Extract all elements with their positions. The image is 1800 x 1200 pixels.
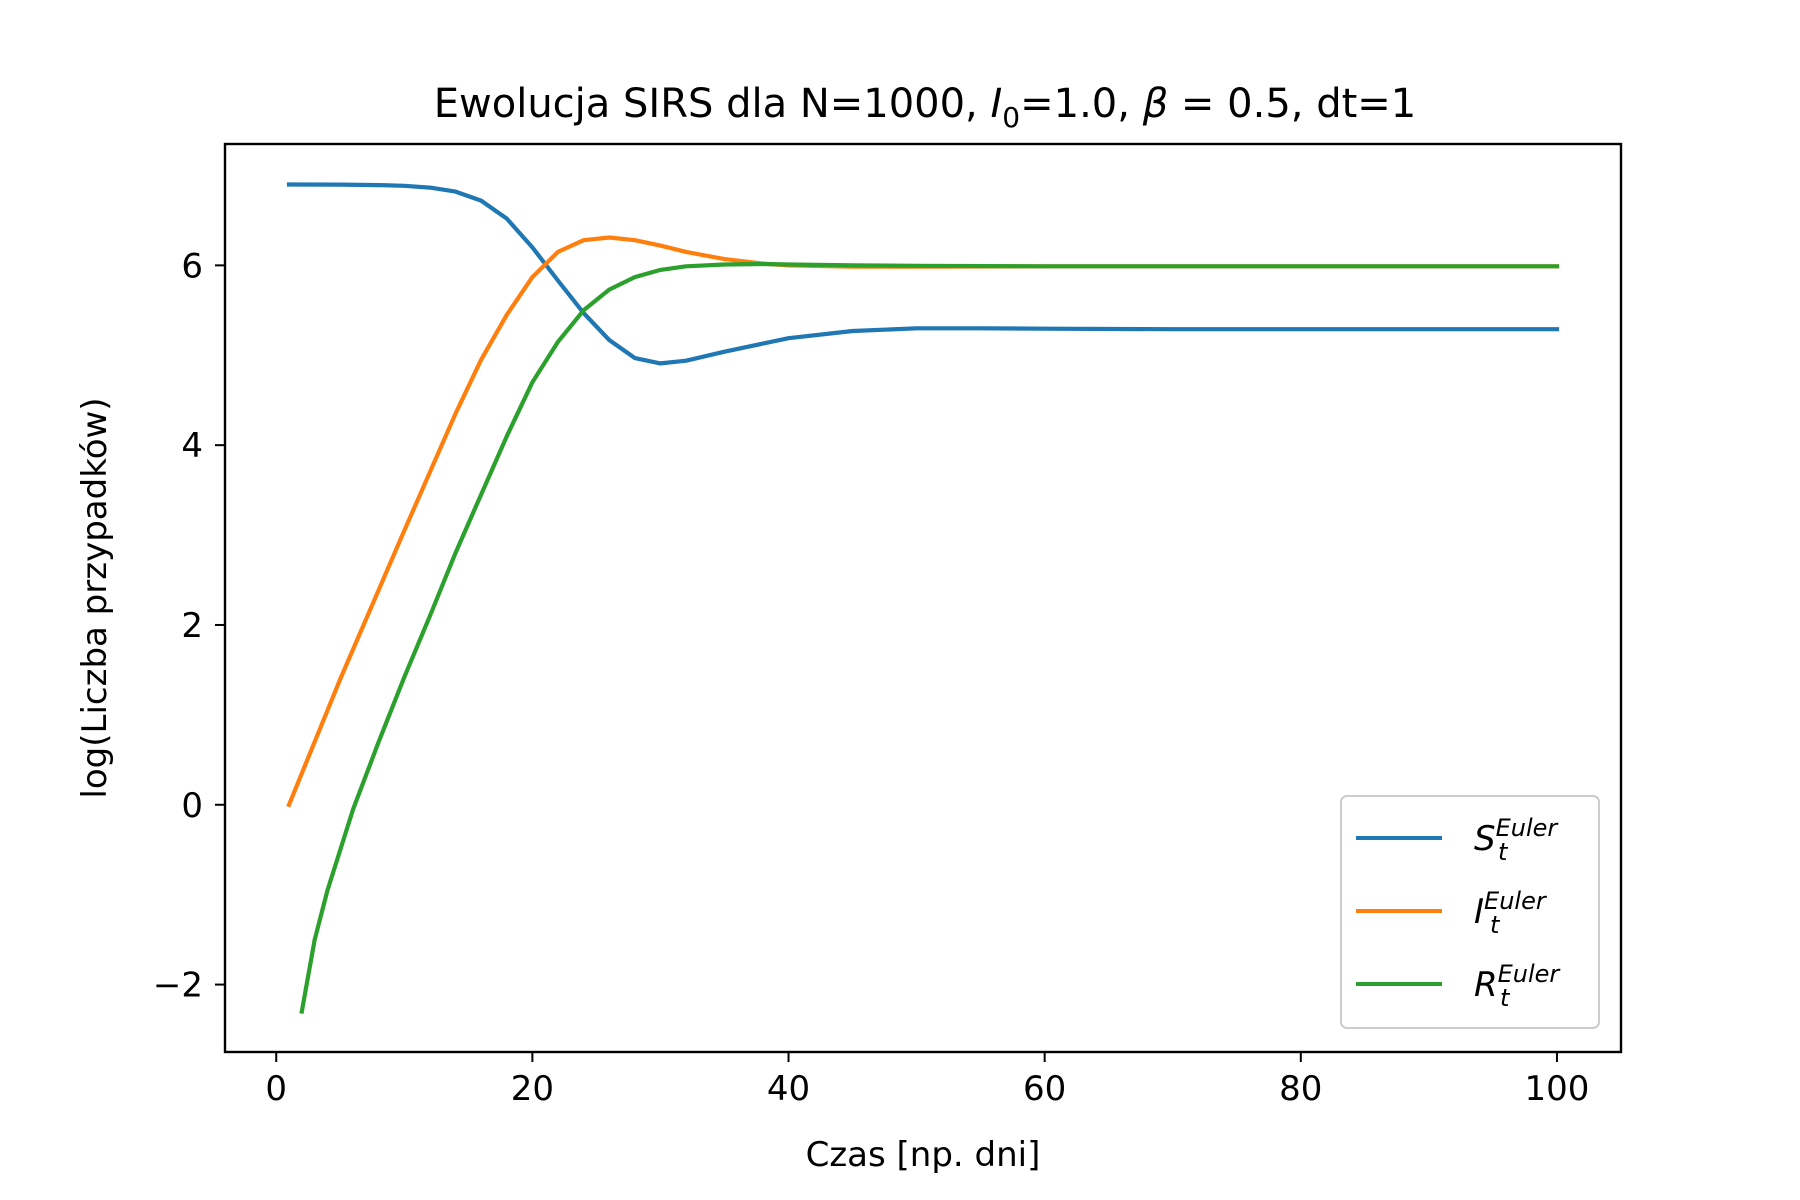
legend-label-i: IEuler t xyxy=(1474,887,1548,939)
y-tick-label: −2 xyxy=(153,966,203,1006)
y-axis-ticks: −2 0 2 4 6 xyxy=(153,246,225,1006)
chart-title: Ewolucja SIRS dla N=1000, I0=1.0, β = 0.… xyxy=(434,81,1417,134)
legend-label-s: SEuler t xyxy=(1474,814,1559,866)
series-line-i xyxy=(286,235,1560,808)
x-axis-label: Czas [np. dni] xyxy=(806,1135,1041,1175)
plot-frame xyxy=(223,142,1623,1054)
legend-label-r: REuler t xyxy=(1474,960,1561,1012)
x-tick-label: 40 xyxy=(767,1069,810,1109)
x-axis-ticks: 0 20 40 60 80 100 xyxy=(265,1052,1589,1109)
x-tick-label: 20 xyxy=(511,1069,554,1109)
y-tick-label: 4 xyxy=(181,426,203,466)
legend: SEuler t IEuler t REuler t xyxy=(1340,795,1600,1029)
y-axis-label: log(Liczba przypadków) xyxy=(75,397,115,798)
y-tick-label: 2 xyxy=(181,606,203,646)
legend-frame xyxy=(1340,795,1600,1029)
x-tick-label: 60 xyxy=(1023,1069,1066,1109)
x-tick-label: 80 xyxy=(1279,1069,1322,1109)
series-line-s xyxy=(286,182,1560,366)
series-line-r xyxy=(299,261,1560,1014)
y-tick-label: 6 xyxy=(181,246,203,286)
y-tick-label: 0 xyxy=(181,786,203,826)
series-layer xyxy=(286,182,1560,1014)
x-tick-label: 0 xyxy=(265,1069,287,1109)
x-tick-label: 100 xyxy=(1525,1069,1590,1109)
